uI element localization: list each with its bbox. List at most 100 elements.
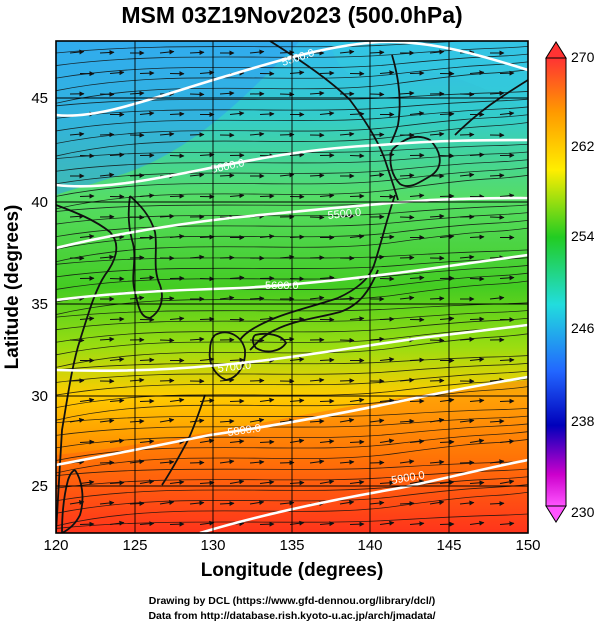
wind-arrow (429, 337, 445, 343)
wind-arrow (139, 357, 155, 363)
wind-arrow (409, 438, 425, 444)
wind-arrow (109, 520, 125, 526)
wind-arrow (199, 276, 215, 282)
x-axis-label: Longitude (degrees) (201, 560, 384, 581)
wind-arrow (379, 438, 395, 444)
wind-arrow (489, 90, 505, 96)
wind-arrow (319, 275, 335, 281)
wind-arrow (99, 500, 115, 506)
streamline (56, 407, 528, 424)
streamline (56, 151, 528, 172)
streamline (56, 41, 474, 54)
wind-arrow (339, 459, 355, 465)
wind-arrow (459, 172, 475, 178)
wind-arrow (409, 521, 425, 527)
grid-lines (56, 41, 528, 533)
wind-arrow (369, 460, 385, 466)
wind-arrow (79, 479, 95, 485)
wind-arrow (189, 132, 205, 138)
wind-arrow (399, 295, 415, 301)
wind-arrow (369, 91, 385, 97)
wind-arrow (489, 377, 505, 383)
wind-arrow (229, 398, 245, 404)
wind-arrow (189, 460, 205, 466)
wind-arrow (109, 398, 125, 404)
wind-arrow (259, 193, 275, 199)
colorbar-label: 230 (571, 504, 595, 520)
wind-arrow (259, 397, 275, 403)
streamline (56, 484, 528, 514)
wind-arrow (199, 70, 215, 76)
wind-arrow (79, 153, 95, 159)
wind-arrow (439, 397, 455, 403)
wind-arrow (339, 500, 355, 505)
wind-arrow (169, 193, 185, 199)
wind-arrow (459, 460, 475, 466)
china-coast (56, 204, 118, 533)
wind-arrow (429, 378, 445, 384)
wind-arrow (469, 316, 485, 322)
wind-arrow (249, 296, 265, 302)
wind-arrow (69, 417, 85, 423)
wind-arrow (189, 500, 205, 506)
wind-arrow (489, 501, 505, 507)
wind-arrow (259, 233, 275, 239)
colorbar-label: 262 (571, 138, 595, 154)
wind-arrow (489, 214, 505, 220)
wind-arrow (189, 50, 205, 56)
wind-arrow (169, 153, 185, 159)
contour-label-7: 5900.0 (390, 469, 425, 487)
wind-arrow (349, 233, 365, 239)
wind-arrow (249, 131, 265, 137)
streamline (56, 431, 528, 461)
y-tick-label: 45 (31, 90, 48, 107)
wind-arrow (439, 233, 455, 239)
wind-arrow (199, 520, 215, 526)
streamline (56, 249, 528, 265)
colorbar-label: 270 (571, 49, 595, 65)
wind-arrow (369, 418, 385, 424)
wind-arrow (339, 49, 355, 55)
wind-arrow (109, 276, 125, 282)
colorbar-top-cap (545, 41, 567, 59)
wind-arrow (499, 110, 515, 116)
wind-arrow (99, 460, 115, 466)
wind-arrow (129, 501, 145, 507)
streamline (56, 370, 528, 396)
wind-arrow (249, 378, 265, 384)
kyushu-coast (208, 331, 246, 381)
wind-arrow (99, 254, 115, 260)
wind-arrow (139, 479, 155, 485)
wind-arrow (339, 378, 355, 384)
wind-arrow (219, 90, 235, 96)
honshu-south-coast (249, 269, 379, 351)
wind-arrow (99, 50, 115, 56)
wind-arrow (429, 213, 445, 219)
wind-arrow (349, 153, 365, 159)
sakhalin-coast (389, 54, 401, 146)
wind-arrow (399, 255, 415, 261)
wind-arrow (349, 521, 365, 527)
wind-arrow (319, 110, 335, 116)
y-axis-label: Latitude (degrees) (2, 205, 23, 370)
wind-arrow (129, 90, 145, 96)
wind-arrow (109, 438, 125, 444)
wind-arrow (499, 275, 515, 281)
wind-arrow (469, 70, 485, 76)
wind-arrow (429, 49, 445, 55)
wind-arrow (349, 193, 365, 199)
wind-arrow (339, 417, 355, 423)
wind-arrow (469, 356, 485, 362)
streamline (56, 159, 528, 185)
wind-arrow (139, 275, 155, 281)
wind-arrow (169, 316, 185, 322)
wind-arrow (129, 459, 145, 465)
wind-arrow (349, 439, 365, 445)
colorbar-bottom-cap (545, 505, 567, 523)
wind-arrow (339, 296, 355, 302)
streamline (56, 386, 528, 421)
wind-arrow (99, 91, 115, 97)
wind-arrow (439, 521, 455, 527)
wind-arrow (109, 356, 125, 362)
streamline (56, 423, 528, 449)
